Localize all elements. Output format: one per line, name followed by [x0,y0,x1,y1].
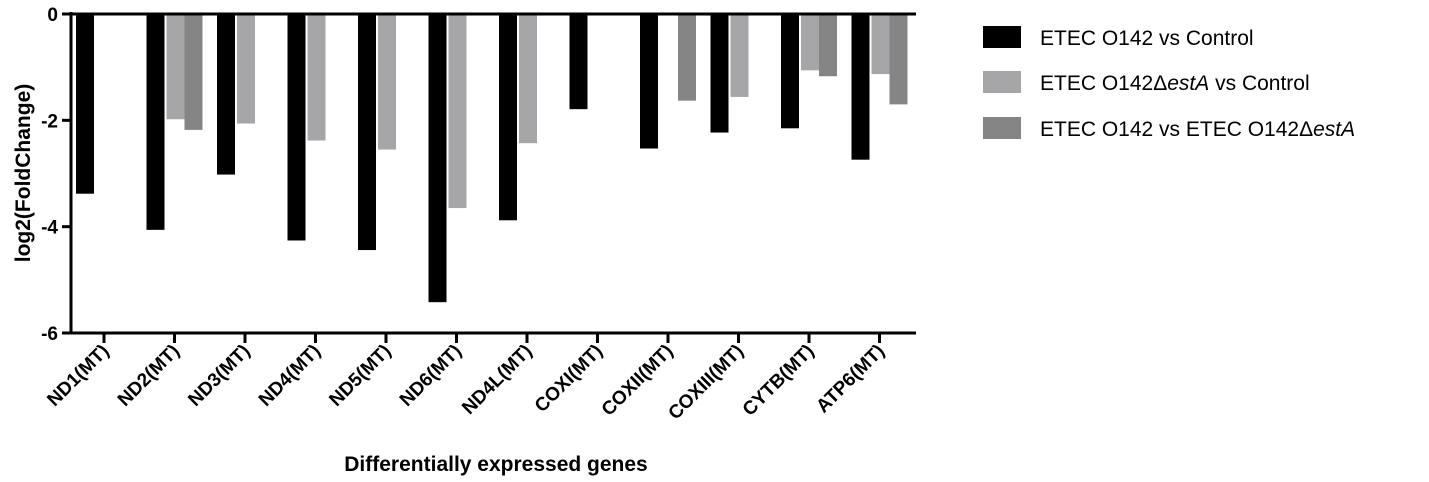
x-tick-label: ATP6(MT) [812,341,889,418]
x-tick-label: COXI(MT) [531,341,607,417]
x-tick-label: ND4L(MT) [458,341,536,419]
bar-3-coxii-mt [678,14,696,101]
legend: ETEC O142 vs Control ETEC O142ΔestA vs Co… [983,26,1355,141]
y-tick-label: 0 [47,5,58,26]
bar-1-nd4-mt [287,14,306,241]
bar-2-coxiii-mt [730,14,749,97]
x-tick-label: ND4(MT) [255,341,325,411]
y-tick-label: -6 [41,324,58,345]
legend-label-3: ETEC O142 vs ETEC O142ΔestA [1040,118,1355,141]
bar-1-nd4l-mt [499,14,517,221]
x-tick-label: ND5(MT) [325,341,395,411]
bar-2-nd2-mt [166,14,185,120]
x-tick-label: ND1(MT) [43,341,113,411]
x-tick-label: ND6(MT) [396,341,466,411]
y-axis-title: log2(FoldChange) [12,84,35,262]
x-tick-label: ND2(MT) [114,341,184,411]
x-tick-label: COXIII(MT) [665,341,749,425]
bar-1-atp6-mt [851,14,870,160]
y-ticks: 0 -2 -4 -6 [41,5,71,345]
bar-1-coxi-mt [569,14,588,110]
bar-3-cytb-mt [819,14,837,77]
bar-2-cytb-mt [801,14,819,71]
bar-2-atp6-mt [871,14,890,75]
y-tick-label: -2 [41,111,58,132]
bar-2-nd4-mt [307,14,326,141]
bar-1-cytb-mt [781,14,799,129]
bar-1-nd2-mt [146,14,165,230]
bars-layer [76,14,908,303]
bar-3-nd2-mt [184,14,203,130]
legend-label-2: ETEC O142ΔestA vs Control [1040,72,1310,95]
x-tick-label: CYTB(MT) [739,341,819,421]
bar-1-nd6-mt [428,14,447,303]
bar-1-coxiii-mt [710,14,729,133]
x-axis-title: Differentially expressed genes [344,453,647,476]
bar-2-nd3-mt [237,14,255,124]
x-tick-label: ND3(MT) [184,341,254,411]
legend-swatch-3 [983,117,1021,139]
bar-1-nd5-mt [358,14,376,251]
bar-1-nd1-mt [76,14,94,194]
bar-2-nd4l-mt [519,14,537,144]
bar-1-nd3-mt [217,14,235,175]
bar-2-nd6-mt [448,14,467,209]
bar-1-coxii-mt [640,14,658,149]
legend-swatch-1 [983,26,1021,48]
bar-2-nd5-mt [378,14,396,150]
legend-label-1: ETEC O142 vs Control [1040,27,1254,50]
y-tick-label: -4 [41,218,58,239]
x-ticks: ND1(MT) ND2(MT) ND3(MT) ND4(MT) ND5(MT) ND6(M… [43,333,889,424]
bar-3-atp6-mt [889,14,908,105]
legend-swatch-2 [983,71,1021,93]
